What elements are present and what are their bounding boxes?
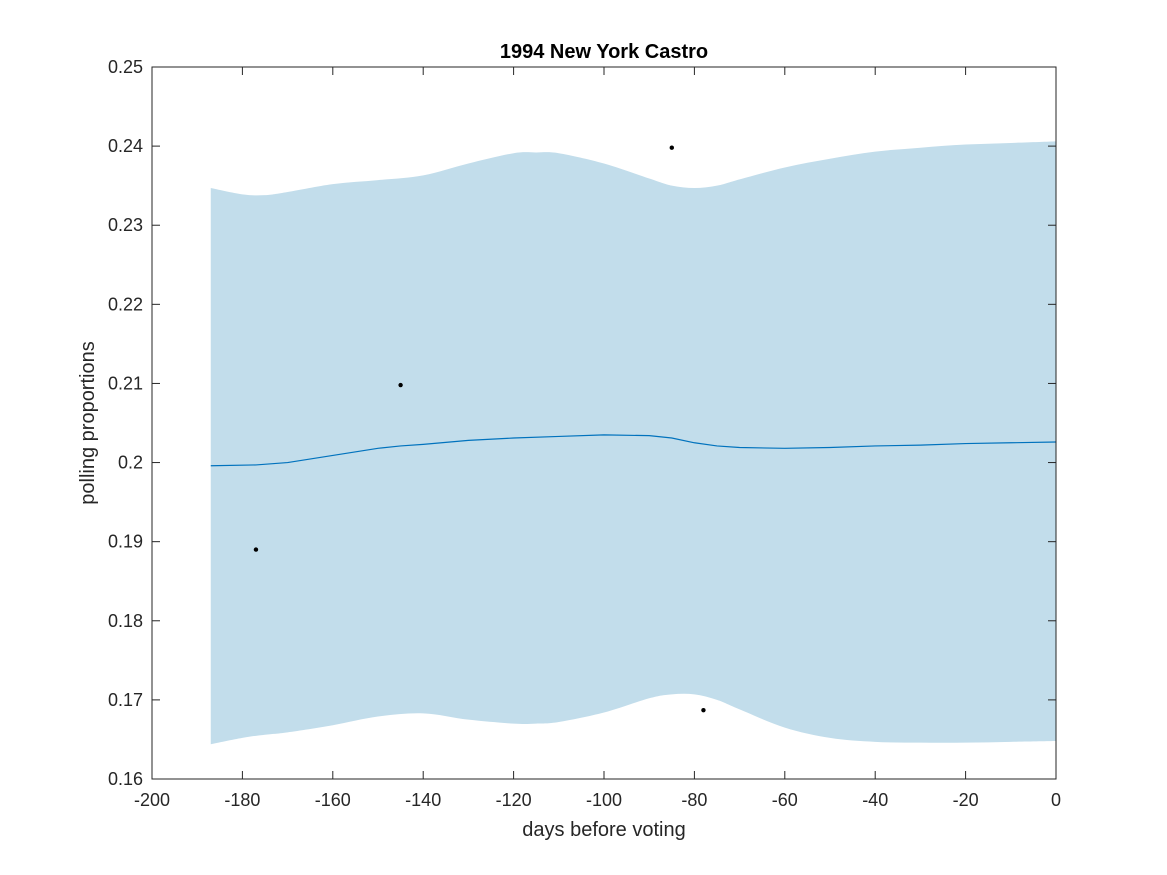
data-point <box>669 145 674 150</box>
y-tick-label: 0.22 <box>108 294 143 314</box>
y-tick-label: 0.16 <box>108 769 143 789</box>
mean-line <box>210 434 1057 467</box>
y-tick-label: 0.23 <box>108 215 143 235</box>
y-tick-label: 0.2 <box>118 453 143 473</box>
x-tick-label: -120 <box>496 790 532 810</box>
y-axis-ticks <box>152 66 1056 780</box>
x-tick-label: -80 <box>681 790 707 810</box>
y-tick-label: 0.17 <box>108 690 143 710</box>
x-axis-tick-labels: -200 -180 -160 -140 -120 -100 -80 -60 -40 -20 0 <box>134 790 1061 810</box>
x-tick-label: -180 <box>224 790 260 810</box>
x-axis-ticks <box>151 67 1057 779</box>
x-tick-label: -20 <box>953 790 979 810</box>
y-tick-label: 0.21 <box>108 373 143 393</box>
x-tick-label: 0 <box>1051 790 1061 810</box>
x-tick-label: -40 <box>862 790 888 810</box>
confidence-band <box>210 141 1056 745</box>
y-tick-label: 0.25 <box>108 57 143 77</box>
data-points <box>253 145 706 713</box>
y-tick-label: 0.24 <box>108 136 143 156</box>
chart-title: 1994 New York Castro <box>500 41 708 63</box>
data-point <box>253 547 259 552</box>
x-tick-label: -160 <box>315 790 351 810</box>
y-tick-label: 0.19 <box>108 532 143 552</box>
y-axis-label: polling proportions <box>77 341 99 504</box>
x-axis-label: days before voting <box>522 819 685 841</box>
y-axis-tick-labels: 0.16 0.17 0.18 0.19 0.2 0.21 0.22 0.23 0.24 0.25 <box>108 57 143 789</box>
data-point <box>398 382 403 388</box>
data-point <box>701 707 706 713</box>
x-tick-label: -200 <box>134 790 170 810</box>
plot-area <box>210 141 1057 745</box>
x-tick-label: -100 <box>586 790 622 810</box>
x-tick-label: -140 <box>405 790 441 810</box>
x-tick-label: -60 <box>772 790 798 810</box>
y-tick-label: 0.18 <box>108 611 143 631</box>
